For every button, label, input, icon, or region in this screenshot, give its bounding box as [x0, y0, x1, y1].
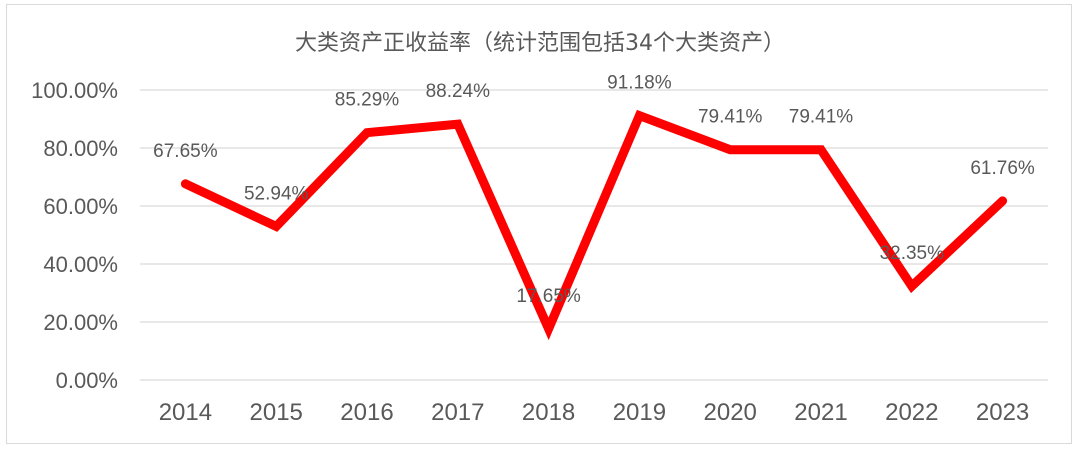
data-point-2021: [820, 149, 822, 151]
gridlines: [140, 89, 1048, 381]
data-point-2015: [275, 225, 277, 227]
data-label-2014: 67.65%: [153, 141, 218, 162]
x-tick-label-2019: 2019: [613, 399, 666, 426]
x-axis: 2014 2015 2016 2017 2018 2019 2020 2021 2022 2023: [159, 399, 1030, 426]
y-tick-label-80: 80.00%: [43, 136, 118, 161]
data-point-2014: [184, 183, 186, 185]
x-tick-label-2015: 2015: [250, 399, 303, 426]
y-tick-label-100: 100.00%: [31, 78, 118, 103]
data-label-2018: 17.65%: [516, 286, 581, 307]
data-label-2023: 61.76%: [970, 158, 1035, 179]
series-line: [180, 109, 1008, 341]
data-label-2020: 79.41%: [698, 107, 763, 128]
y-tick-label-20: 20.00%: [43, 310, 118, 335]
x-tick-label-2014: 2014: [159, 399, 212, 426]
data-point-2023: [1002, 200, 1004, 202]
y-axis: 0.00% 20.00% 40.00% 60.00% 80.00% 100.00%: [31, 78, 118, 393]
data-point-2020: [729, 149, 731, 151]
data-label-2015: 52.94%: [244, 183, 309, 204]
y-tick-label-60: 60.00%: [43, 194, 118, 219]
series-positive-return-rate: [180, 109, 1008, 341]
data-label-2022: 32.35%: [880, 243, 945, 264]
y-tick-label-0: 0.00%: [56, 368, 118, 393]
data-point-2017: [457, 123, 459, 125]
x-tick-label-2021: 2021: [794, 399, 847, 426]
data-point-2019: [638, 115, 640, 117]
data-label-2019: 91.18%: [607, 73, 672, 94]
x-tick-label-2022: 2022: [885, 399, 938, 426]
data-point-2018: [548, 328, 550, 330]
data-label-2016: 85.29%: [335, 90, 400, 111]
x-tick-label-2017: 2017: [431, 399, 484, 426]
x-tick-label-2023: 2023: [976, 399, 1029, 426]
chart-title: 大类资产正收益率（统计范围包括34个大类资产）: [295, 31, 785, 56]
x-tick-label-2016: 2016: [340, 399, 393, 426]
data-label-2021: 79.41%: [789, 107, 854, 128]
data-label-2017: 88.24%: [426, 81, 491, 102]
chart-frame: [6, 4, 1072, 444]
data-point-2016: [366, 132, 368, 134]
x-tick-label-2020: 2020: [704, 399, 757, 426]
y-tick-label-40: 40.00%: [43, 252, 118, 277]
data-point-2022: [911, 285, 913, 287]
data-labels: 67.65% 52.94% 85.29% 88.24% 17.65% 91.18% 79.4…: [153, 73, 1035, 307]
x-tick-label-2018: 2018: [522, 399, 575, 426]
